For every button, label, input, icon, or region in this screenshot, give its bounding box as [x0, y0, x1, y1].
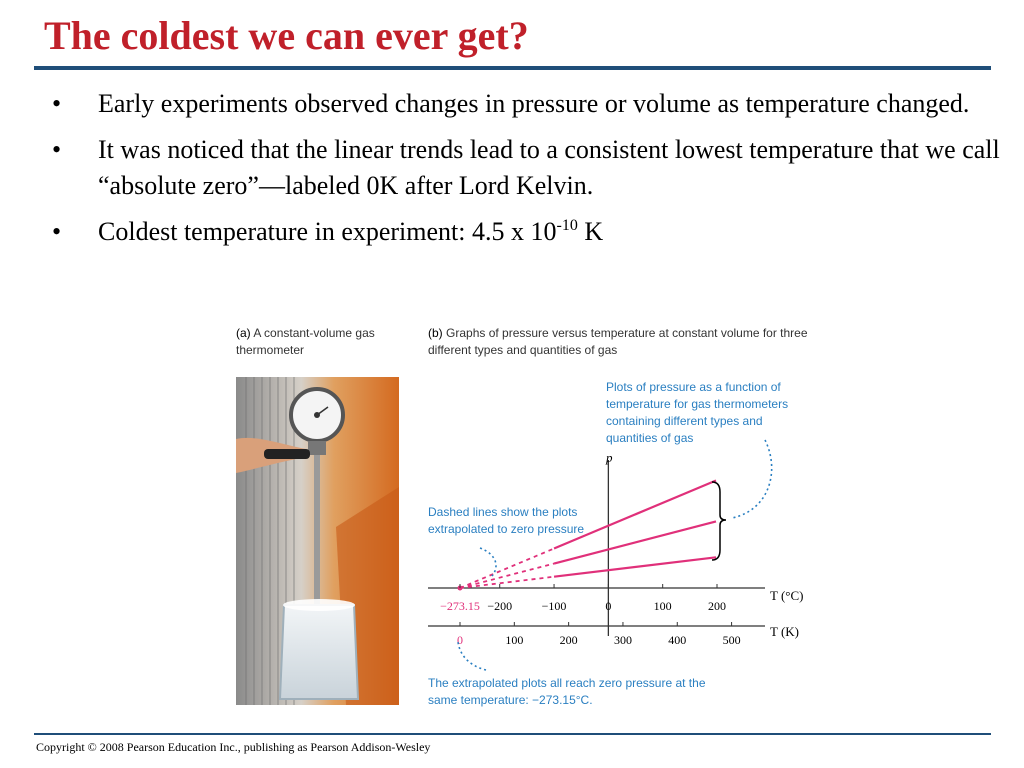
footer-rule [34, 733, 991, 735]
caption-b-label: (b) [428, 326, 443, 340]
caption-b-text: Graphs of pressure versus temperature at… [428, 326, 808, 357]
graph-series [457, 479, 717, 591]
thermometer-photo [236, 377, 399, 705]
caption-b: (b) Graphs of pressure versus temperatur… [428, 325, 808, 359]
slide-title: The coldest we can ever get? [44, 13, 529, 58]
kelvin-tick-label: 300 [614, 633, 632, 647]
bullet-exponent: -10 [556, 217, 578, 234]
kelvin-tick-label: 0 [457, 633, 463, 647]
bullet-dot: • [52, 135, 62, 164]
celsius-tick-label: 0 [605, 599, 611, 613]
bullet-item: • Early experiments observed changes in … [52, 86, 1012, 122]
bullet-unit: K [577, 217, 604, 246]
annotation-arrow-dashed [479, 547, 497, 577]
series-dashed-extrapolation [459, 562, 555, 589]
caption-a-label: (a) [236, 326, 251, 340]
bullet-dot: • [52, 89, 62, 118]
annotation-zero: The extrapolated plots all reach zero pr… [428, 676, 706, 707]
pressure-temperature-graph: −273.15 −200 −100 0 100 200 0 100 200 300 400 500 p… [428, 439, 803, 671]
kelvin-tick-label: 500 [723, 633, 741, 647]
graph-ticks: −273.15 −200 −100 0 100 200 0 100 200 300 400 500 [440, 584, 741, 647]
graph-axes [428, 460, 765, 636]
bullet-text: Coldest temperature in experiment: 4.5 x… [98, 217, 557, 246]
celsius-tick-label: −100 [542, 599, 567, 613]
series-dashed-extrapolation [459, 575, 555, 589]
series-dashed-extrapolation [459, 547, 555, 589]
celsius-tick-label: 200 [708, 599, 726, 613]
x-axis-label-kelvin: T (K) [770, 624, 799, 639]
series-line [553, 556, 717, 578]
bullet-text: Early experiments observed changes in pr… [98, 89, 970, 118]
bullet-item: • It was noticed that the linear trends … [52, 132, 1012, 204]
x-axis-label-celsius: T (°C) [770, 588, 803, 603]
y-axis-label: p [605, 450, 613, 465]
celsius-tick-label: 100 [654, 599, 672, 613]
annotation-dashed: Dashed lines show the plots extrapolated… [428, 505, 585, 536]
bullet-item: • Coldest temperature in experiment: 4.5… [52, 214, 1012, 250]
kelvin-tick-label: 100 [505, 633, 523, 647]
title-underline [34, 66, 991, 70]
copyright-footer: Copyright © 2008 Pearson Education Inc.,… [36, 740, 431, 754]
series-line [553, 520, 717, 565]
bullet-dot: • [52, 217, 62, 246]
bullet-text: It was noticed that the linear trends le… [98, 135, 1000, 200]
series-line [553, 479, 717, 550]
celsius-tick-label: −200 [487, 599, 512, 613]
kelvin-tick-label: 200 [560, 633, 578, 647]
annotation-plots: Plots of pressure as a function of tempe… [606, 380, 789, 445]
kelvin-tick-label: 400 [668, 633, 686, 647]
celsius-tick-label: −273.15 [440, 599, 480, 613]
series-brace [711, 481, 727, 561]
annotation-arrow-plots [731, 439, 773, 519]
caption-a: (a) A constant-volume gas thermometer [236, 325, 416, 359]
caption-a-text: A constant-volume gas thermometer [236, 326, 375, 357]
bullet-list: • Early experiments observed changes in … [52, 86, 1012, 260]
